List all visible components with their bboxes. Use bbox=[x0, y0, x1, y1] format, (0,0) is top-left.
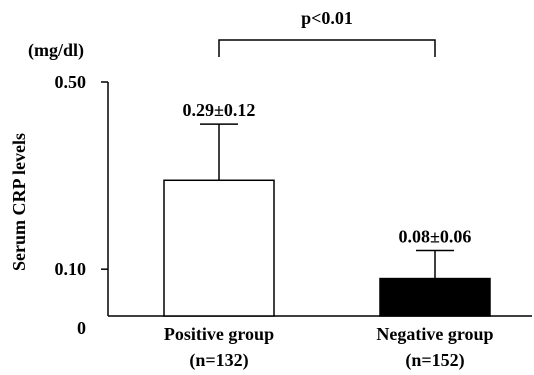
y-axis-title: Serum CRP levels bbox=[9, 133, 29, 271]
category-label: Negative group bbox=[376, 324, 493, 344]
bar bbox=[163, 179, 275, 317]
data-label: 0.29±0.12 bbox=[183, 100, 256, 120]
category-sample-size: (n=152) bbox=[405, 350, 464, 371]
bar-series: 0.29±0.12 0.08±0.06 bbox=[163, 100, 491, 317]
data-label: 0.08±0.06 bbox=[399, 226, 472, 246]
y-axis-ticks: 0 0.10 0.50 bbox=[55, 72, 108, 338]
y-tick-label: 0.10 bbox=[55, 259, 87, 279]
significance-bracket: p<0.01 bbox=[218, 8, 436, 57]
y-tick-label: 0 bbox=[77, 318, 86, 338]
significance-bracket-line bbox=[218, 39, 436, 57]
category-sample-size: (n=132) bbox=[189, 350, 248, 371]
bar bbox=[379, 277, 491, 317]
y-tick-label: 0.50 bbox=[55, 72, 87, 92]
category-labels: Positive group (n=132) Negative group (n=15… bbox=[164, 324, 494, 371]
y-axis-unit: (mg/dl) bbox=[28, 40, 84, 61]
significance-label: p<0.01 bbox=[301, 8, 353, 28]
category-label: Positive group bbox=[164, 324, 274, 344]
